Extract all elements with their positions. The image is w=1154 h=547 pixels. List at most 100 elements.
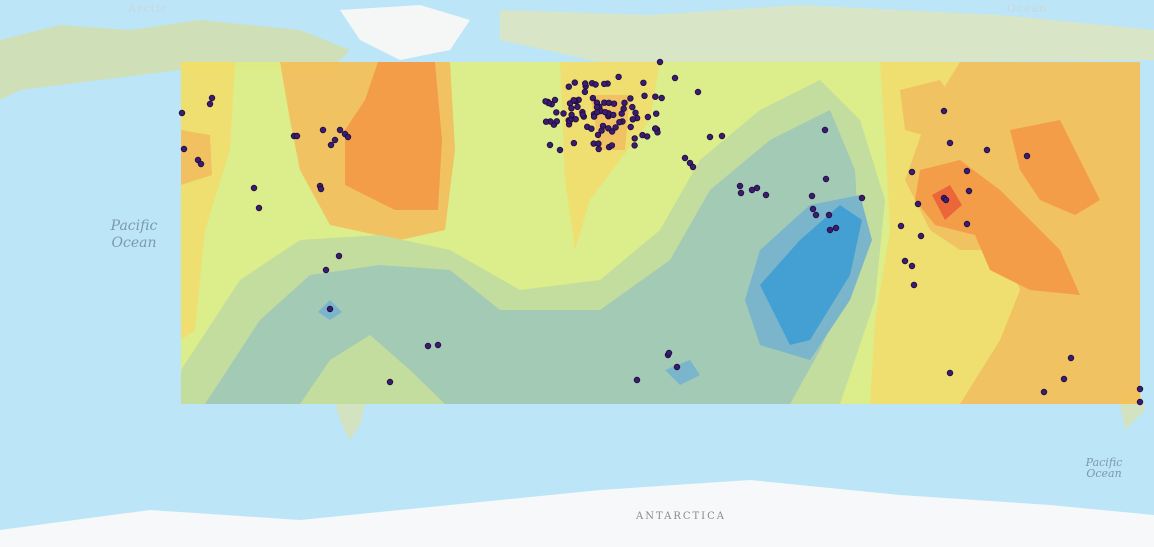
sample-point (542, 98, 549, 105)
sample-point (908, 168, 916, 176)
sample-point (665, 349, 673, 357)
sample-point (897, 222, 905, 230)
sample-point (1136, 398, 1144, 406)
sample-point (542, 118, 550, 125)
sample-point (689, 163, 697, 171)
sample-point (589, 94, 597, 102)
sample-points (178, 58, 1144, 406)
sample-point (579, 111, 586, 118)
sample-point (208, 94, 216, 102)
sample-point (331, 136, 339, 144)
contour-green (300, 335, 445, 404)
sample-point (553, 118, 560, 125)
contour-orange-yellow (900, 80, 960, 140)
sample-point (317, 185, 325, 193)
sample-point (178, 109, 186, 117)
sample-point (326, 305, 334, 313)
sample-point (590, 113, 598, 120)
sample-point (293, 132, 301, 140)
sample-point (595, 140, 602, 147)
ocean-label: Pacific Ocean (1085, 456, 1123, 480)
sample-point (255, 204, 263, 212)
sample-point (582, 80, 589, 87)
sample-point (605, 125, 612, 132)
sample-point (588, 125, 595, 132)
sample-point (910, 281, 918, 289)
sample-point (737, 189, 745, 197)
sample-point (621, 99, 628, 106)
sample-point (593, 103, 601, 111)
sample-point (644, 133, 651, 140)
contour-blue (760, 205, 862, 345)
sample-point (556, 146, 564, 154)
sample-point (206, 100, 214, 108)
sample-point (736, 182, 744, 190)
south-america (335, 404, 365, 440)
sample-point (610, 100, 618, 107)
sample-point (942, 196, 950, 204)
ocean-label: Arctic (127, 2, 167, 15)
sample-point (568, 105, 575, 112)
contour-orange (345, 62, 442, 210)
land (0, 5, 1154, 547)
sample-point (568, 111, 575, 119)
sample-point (629, 103, 636, 111)
sample-point (618, 110, 625, 117)
north-america (0, 20, 350, 100)
sample-point (1067, 354, 1075, 362)
sample-point (673, 363, 681, 371)
contour-orange (915, 160, 1080, 295)
sample-point (963, 220, 971, 228)
sample-point (632, 109, 639, 116)
sample-point (946, 139, 954, 147)
sample-point (615, 73, 622, 81)
sample-point (319, 126, 327, 134)
sample-point (327, 141, 335, 149)
sample-point (551, 96, 559, 104)
sample-point (914, 200, 922, 208)
sample-point (821, 126, 829, 134)
sample-point (616, 118, 623, 126)
sample-point (653, 110, 660, 117)
sample-point (605, 99, 613, 106)
sample-point (344, 133, 352, 141)
sample-point (718, 132, 726, 140)
sample-point (570, 96, 577, 104)
sample-point (983, 146, 991, 154)
sample-point (753, 184, 761, 192)
sample-point (424, 342, 432, 350)
sample-point (592, 81, 599, 88)
sample-point (322, 266, 330, 274)
sample-point (574, 103, 581, 110)
sample-point (572, 115, 579, 123)
sample-point (571, 79, 578, 86)
sample-point (1060, 375, 1068, 383)
sample-point (762, 191, 770, 199)
sample-point (197, 160, 205, 168)
sample-point (652, 125, 659, 132)
continent-label: ANTARCTICA (635, 511, 726, 522)
sample-point (808, 192, 816, 200)
sample-point (631, 135, 638, 142)
sample-point (601, 80, 608, 88)
sample-point (706, 133, 714, 141)
ocean-label: Pacific Ocean (110, 218, 158, 251)
sample-point (694, 88, 702, 96)
sample-point (335, 252, 343, 260)
sample-point (965, 187, 973, 195)
sample-point (434, 341, 442, 349)
sample-point (822, 175, 830, 183)
sample-point (644, 113, 652, 121)
sample-point (546, 141, 554, 149)
sample-point (570, 139, 578, 147)
sample-point (832, 224, 840, 232)
sample-point (1136, 385, 1144, 393)
sample-point (560, 110, 567, 117)
sample-point (826, 226, 834, 234)
sample-point (627, 95, 634, 102)
contour-yellow (181, 62, 235, 340)
sample-point (812, 211, 820, 219)
sample-point (1040, 388, 1048, 396)
sample-point (946, 369, 954, 377)
